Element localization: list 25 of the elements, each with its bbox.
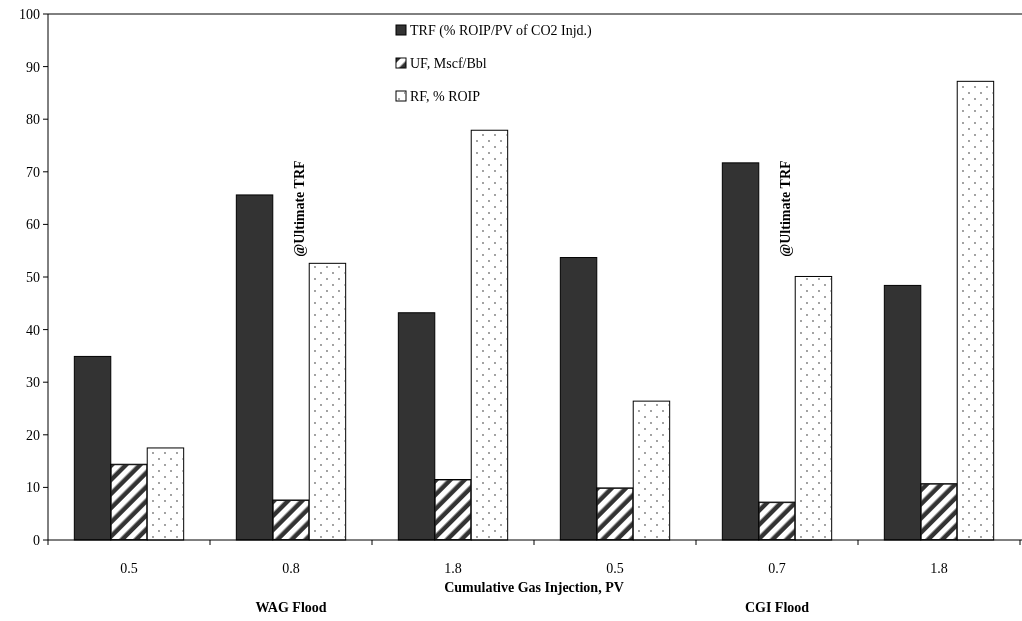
x-tick-label: 0.5 <box>606 560 624 576</box>
annotation: @Ultimate TRF <box>291 160 307 257</box>
y-tick-label: 80 <box>26 112 40 128</box>
legend-label: RF, % ROIP <box>410 88 481 104</box>
y-tick-label: 30 <box>26 375 40 391</box>
y-tick-label: 20 <box>26 427 40 443</box>
y-tick-label: 50 <box>26 269 40 285</box>
y-tick-label: 60 <box>26 217 40 233</box>
x-tick-label: 1.8 <box>444 560 462 576</box>
y-tick-label: 40 <box>26 322 40 338</box>
x-tick-label: 0.7 <box>768 560 786 576</box>
y-tick-label: 90 <box>26 59 40 75</box>
x-tick-label: 1.8 <box>930 560 948 576</box>
x-tick-label: 0.8 <box>282 560 300 576</box>
y-tick-label: 70 <box>26 164 40 180</box>
x-axis-title: Cumulative Gas Injection, PV <box>444 579 624 595</box>
annotation: @Ultimate TRF <box>777 160 793 257</box>
y-tick-label: 100 <box>19 6 40 22</box>
y-tick-label: 0 <box>33 532 40 548</box>
legend-label: TRF (% ROIP/PV of CO2 Injd.) <box>410 22 593 39</box>
y-tick-label: 10 <box>26 480 40 496</box>
text: CGI Flood <box>744 599 810 615</box>
x-tick-label: 0.5 <box>120 560 138 576</box>
text: WAG Flood <box>255 599 327 615</box>
legend-label: UF, Mscf/Bbl <box>410 55 487 71</box>
